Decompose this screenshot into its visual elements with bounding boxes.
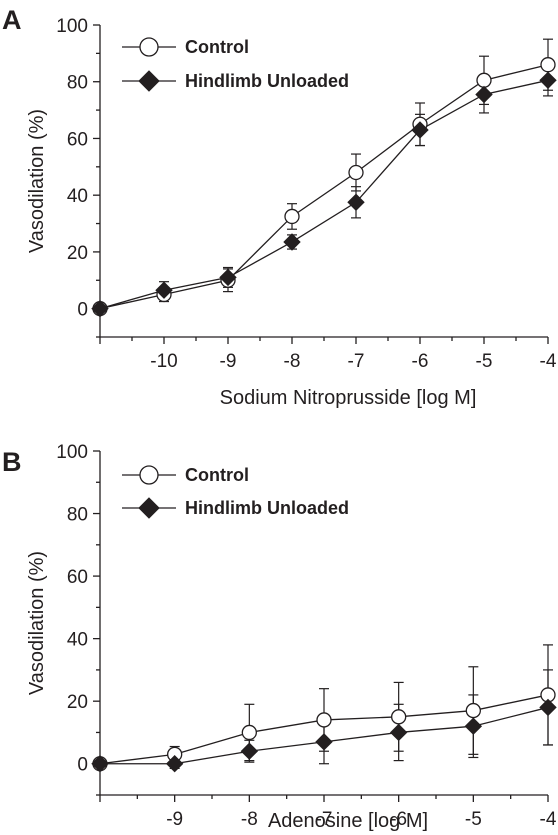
data-point-circle <box>348 164 364 181</box>
data-point-diamond <box>475 85 493 104</box>
legend-label: Control <box>185 37 249 57</box>
y-tick-label: 20 <box>67 692 88 713</box>
y-tick-label: 0 <box>77 300 88 321</box>
data-point-diamond <box>165 755 184 773</box>
data-point-circle <box>540 57 556 73</box>
legend-diamond-marker <box>138 497 160 519</box>
data-point-diamond <box>240 742 259 760</box>
legend: Control Hindlimb Unloaded <box>122 37 349 92</box>
data-point-diamond <box>91 755 109 773</box>
x-tick-label: -5 <box>476 351 493 372</box>
data-point-diamond <box>219 268 237 287</box>
x-tick-label: -8 <box>241 809 258 830</box>
data-point-circle <box>284 208 300 225</box>
x-tick-label: -5 <box>465 809 482 830</box>
data-point-diamond <box>315 733 333 751</box>
chart-panel-b: B 0 20 40 60 80 100 -9 -8 -7 -6 -5 -4 Adenosine [log … <box>2 442 557 832</box>
data-point-diamond <box>283 233 301 251</box>
y-axis-title: Vasodilation (%) <box>26 109 48 253</box>
y-tick-label: 100 <box>56 442 88 463</box>
data-point-circle <box>391 709 407 725</box>
x-axis-title: Sodium Nitroprusside [log M] <box>220 387 477 409</box>
x-tick-label: -7 <box>348 351 365 372</box>
legend-label: Hindlimb Unloaded <box>185 71 349 91</box>
x-axis-title: Adenosine [log M] <box>268 810 428 832</box>
panel-label: B <box>2 447 22 477</box>
legend-circle-marker <box>139 465 159 485</box>
y-tick-label: 0 <box>77 755 88 776</box>
data-point-diamond <box>411 121 429 139</box>
data-point-circle <box>476 72 492 88</box>
data-point-diamond <box>539 71 557 90</box>
y-tick-label: 40 <box>67 186 88 207</box>
y-tick-label: 60 <box>67 129 88 150</box>
data-point-circle <box>241 724 257 741</box>
y-tick-label: 40 <box>67 630 88 651</box>
y-tick-label: 20 <box>67 243 88 264</box>
data-point-circle <box>465 702 481 719</box>
x-tick-label: -9 <box>220 351 237 372</box>
chart-panel-a: A 0 20 40 60 80 100 -10 -9 -8 -7 -6 -5 -4 Sodium Nitro… <box>2 5 557 409</box>
x-tick-label: -10 <box>150 351 177 372</box>
x-tick-label: -6 <box>390 809 407 830</box>
panel-label: A <box>2 5 22 35</box>
x-tick-label: -8 <box>284 351 301 372</box>
data-point-diamond <box>91 299 109 318</box>
data-point-diamond <box>389 723 408 742</box>
y-tick-label: 60 <box>67 567 88 588</box>
legend-circle-marker <box>139 37 159 57</box>
y-tick-label: 80 <box>67 73 88 94</box>
data-point-diamond <box>464 717 483 735</box>
y-tick-label: 80 <box>67 505 88 526</box>
data-point-diamond <box>539 698 557 717</box>
legend-label: Hindlimb Unloaded <box>185 498 349 518</box>
data-point-diamond <box>155 281 173 299</box>
y-tick-label: 100 <box>56 16 88 37</box>
x-tick-label: -4 <box>540 809 557 830</box>
legend: Control Hindlimb Unloaded <box>122 465 349 519</box>
y-axis-title: Vasodilation (%) <box>26 551 48 695</box>
x-tick-label: -6 <box>412 351 429 372</box>
legend-diamond-marker <box>138 70 160 92</box>
data-point-diamond <box>347 193 365 211</box>
series-line-open-circle <box>99 64 549 310</box>
x-tick-label: -4 <box>540 351 557 372</box>
x-tick-label: -7 <box>316 809 333 830</box>
series-line-filled-diamond <box>99 79 549 310</box>
x-tick-label: -9 <box>166 809 183 830</box>
data-point-circle <box>316 712 332 728</box>
legend-label: Control <box>185 465 249 485</box>
